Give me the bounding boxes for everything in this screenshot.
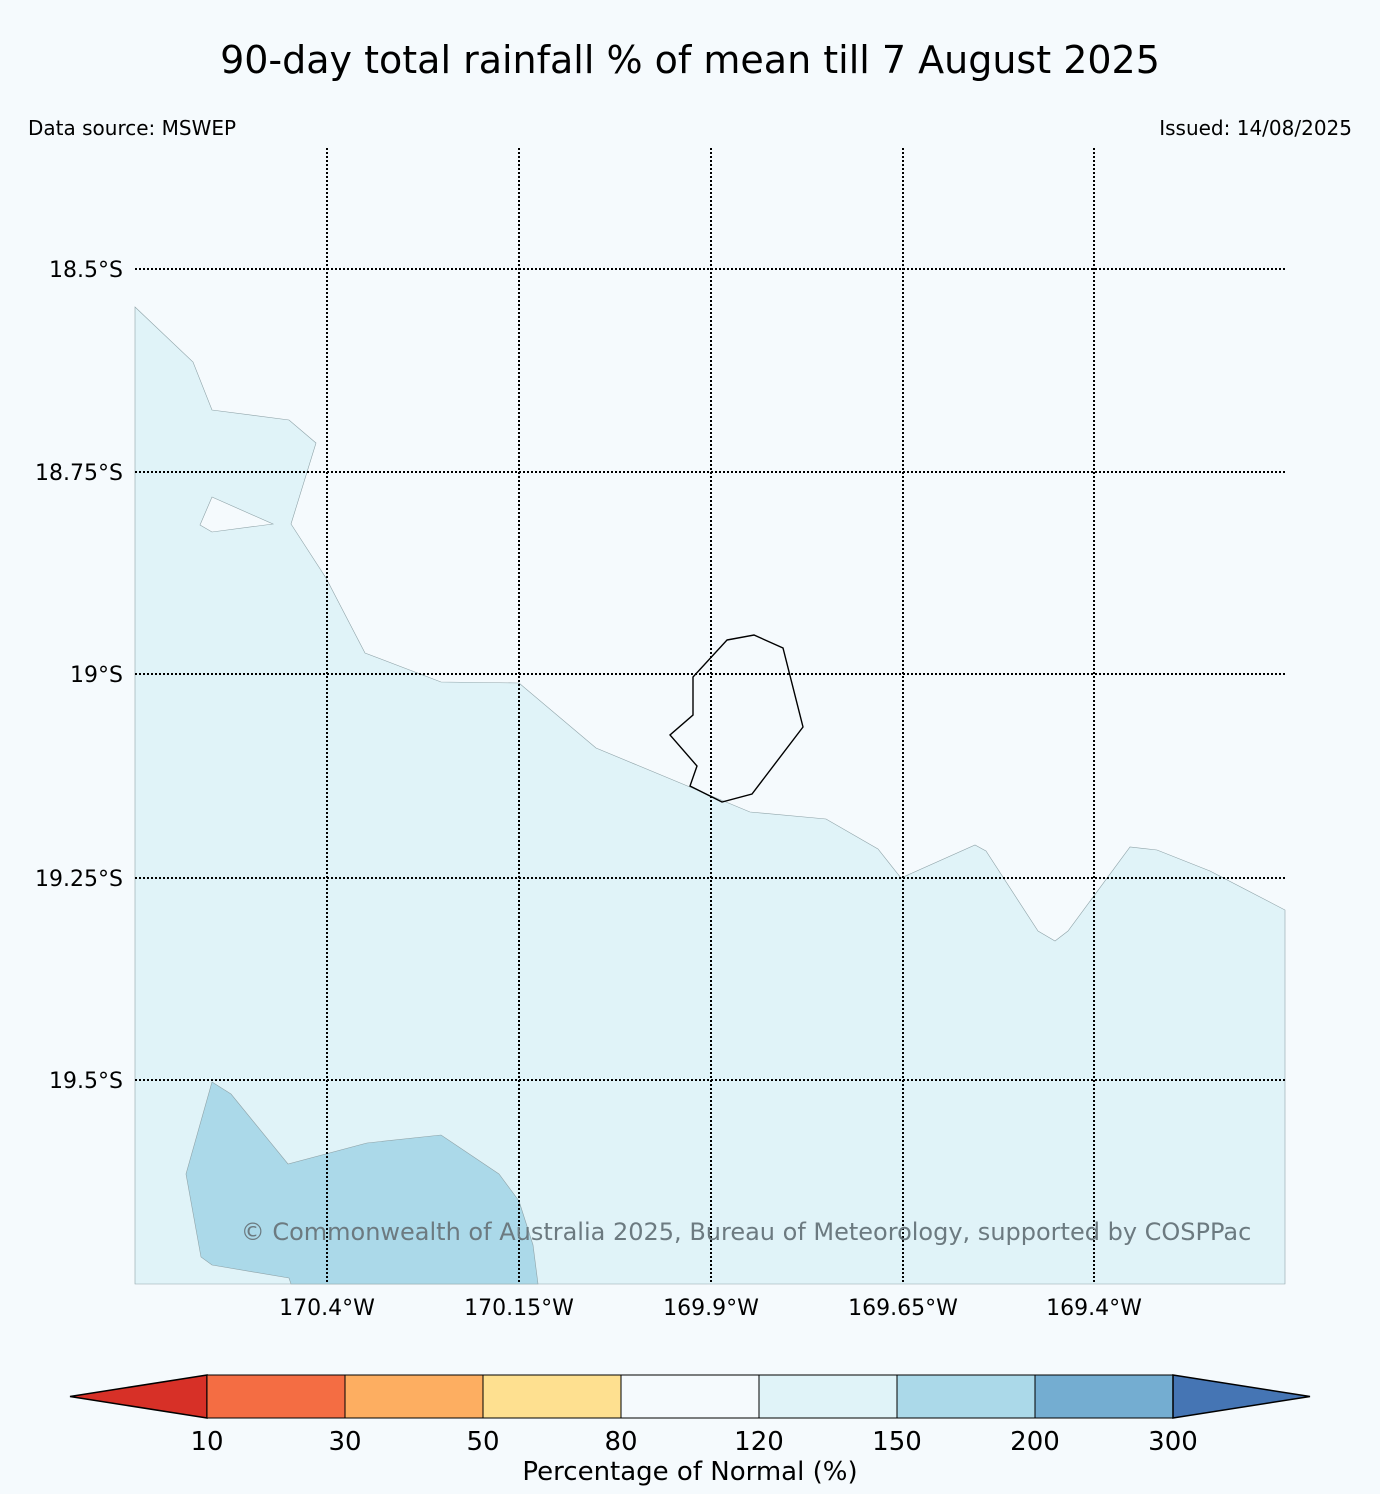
colorbar: 10 30 50 80 120 150 200 300 xyxy=(69,1374,1311,1457)
colorbar-segment xyxy=(896,1374,1036,1419)
lat-label: 19°S xyxy=(70,663,123,688)
colorbar-segment xyxy=(344,1374,484,1419)
region-150-200 xyxy=(185,1081,539,1285)
graticule xyxy=(135,148,1285,1284)
lon-label: 169.9°W xyxy=(663,1296,759,1321)
lat-label: 19.5°S xyxy=(49,1069,123,1094)
colorbar-tick-label: 300 xyxy=(1148,1427,1198,1457)
colorbar-tick-label: 50 xyxy=(466,1427,499,1457)
issued-date-label: Issued: 14/08/2025 xyxy=(1159,116,1352,140)
lon-label: 169.65°W xyxy=(848,1296,958,1321)
colorbar-segment xyxy=(620,1374,760,1419)
lat-label: 18.5°S xyxy=(49,258,123,283)
colorbar-tick-label: 10 xyxy=(190,1427,223,1457)
colorbar-tick-label: 120 xyxy=(734,1427,784,1457)
lat-label: 18.75°S xyxy=(35,461,123,486)
colorbar-tick-label: 80 xyxy=(604,1427,637,1457)
region-80-120-enclave xyxy=(199,496,275,533)
colorbar-segment xyxy=(1034,1374,1174,1419)
colorbar-extend-high xyxy=(1172,1374,1311,1419)
lon-label: 170.4°W xyxy=(279,1296,375,1321)
copyright-watermark: © Commonwealth of Australia 2025, Bureau… xyxy=(241,1218,1252,1246)
lon-label: 170.15°W xyxy=(464,1296,574,1321)
colorbar-segment xyxy=(206,1374,346,1419)
lon-label: 169.4°W xyxy=(1046,1296,1142,1321)
colorbar-tick-label: 30 xyxy=(328,1427,361,1457)
colorbar-tick-label: 150 xyxy=(872,1427,922,1457)
colorbar-segment xyxy=(482,1374,622,1419)
colorbar-title: Percentage of Normal (%) xyxy=(522,1457,857,1487)
lat-label: 19.25°S xyxy=(35,867,123,892)
island-coastline xyxy=(669,634,804,803)
colorbar-extend-low xyxy=(69,1374,208,1419)
colorbar-tick-label: 200 xyxy=(1010,1427,1060,1457)
data-source-label: Data source: MSWEP xyxy=(28,116,237,140)
colorbar-segment xyxy=(758,1374,898,1419)
map-title: 90-day total rainfall % of mean till 7 A… xyxy=(220,38,1160,82)
